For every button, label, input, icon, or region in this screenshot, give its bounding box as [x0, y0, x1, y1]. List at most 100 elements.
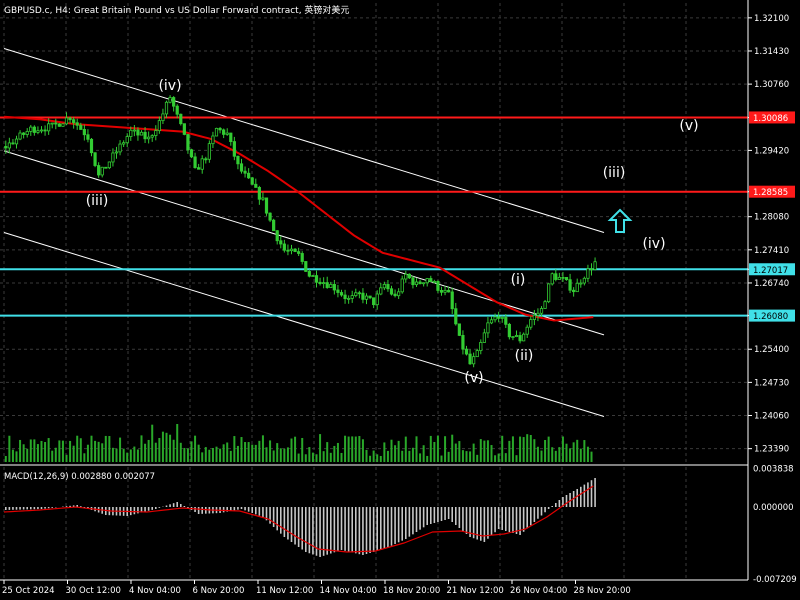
candle-body: [4, 146, 8, 149]
candle-body: [561, 276, 565, 279]
candle-body: [264, 197, 269, 214]
candle-body: [14, 138, 19, 145]
candle-body: [439, 290, 444, 293]
candle-body: [43, 129, 47, 132]
candle-body: [361, 292, 365, 300]
candle-body: [204, 158, 208, 161]
macd-axis: 0.003838 0.000000 -0.007209: [753, 465, 797, 585]
price-axis: 1.32100 1.31430 1.30760 1.30086 1.29420 1.285…: [748, 14, 795, 455]
wave-label: (iv): [158, 78, 181, 94]
candle-body: [11, 142, 15, 145]
macd-tick-label: -0.007209: [753, 575, 797, 585]
candle-body: [225, 132, 229, 135]
time-tick-label: 30 Oct 12:00: [66, 586, 121, 596]
candle-body: [229, 132, 233, 142]
candle-body: [450, 291, 454, 310]
price-tick-label: 1.26740: [754, 279, 789, 289]
candle-body: [389, 288, 394, 295]
channel-line: [3, 150, 605, 336]
candle-body: [275, 230, 279, 242]
price-tick-label: 1.24060: [754, 412, 789, 422]
macd-signal-line: [3, 485, 594, 553]
candle-body: [125, 136, 129, 144]
candle-body: [189, 149, 194, 158]
candle-body: [136, 129, 140, 136]
time-tick-label: 6 Nov 20:00: [193, 586, 245, 596]
candle-body: [339, 292, 344, 296]
candle-body: [207, 143, 211, 160]
candle-body: [279, 240, 283, 245]
candle-body: [404, 273, 408, 280]
candle-body: [261, 197, 265, 200]
wave-label: (v): [464, 370, 483, 386]
candle-body: [543, 301, 547, 309]
price-tick-label: 1.30760: [754, 80, 789, 90]
candle-body: [379, 287, 383, 295]
candle-body: [447, 289, 451, 293]
time-tick-label: 25 Oct 2024: [2, 586, 55, 596]
candle-body: [222, 129, 226, 135]
time-tick-label: 14 Nov 04:00: [320, 586, 377, 596]
time-tick-label: 4 Nov 04:00: [129, 586, 181, 596]
candle-body: [364, 295, 369, 300]
candle-body: [122, 142, 126, 145]
horizontal-levels[interactable]: [0, 116, 748, 317]
candle-body: [25, 131, 29, 135]
trend-channels[interactable]: [3, 48, 605, 417]
candle-body: [268, 212, 272, 221]
candle-body: [422, 282, 426, 285]
candle-body: [54, 122, 58, 125]
candle-body: [218, 127, 222, 131]
macd-panel: [3, 478, 596, 557]
candle-body: [418, 281, 422, 285]
candle-body: [514, 335, 519, 337]
macd-tick-label: 0.000000: [753, 503, 794, 513]
candle-body: [586, 268, 590, 279]
candle-body: [164, 101, 169, 115]
channel-line: [3, 232, 605, 417]
candle-body: [22, 132, 26, 135]
candle-body: [407, 273, 411, 279]
candle-body: [7, 142, 11, 149]
candle-body: [289, 248, 294, 252]
candle-body: [314, 275, 319, 283]
candle-body: [200, 158, 204, 170]
candle-body: [486, 322, 490, 334]
channel-line: [3, 48, 605, 233]
candle-body: [50, 122, 54, 125]
moving-average: [3, 115, 594, 322]
macd-tick-label: 0.003838: [753, 465, 794, 475]
candle-body: [475, 350, 479, 358]
candle-body: [336, 289, 340, 293]
candle-body: [489, 319, 494, 324]
candle-body: [350, 295, 354, 299]
candle-body: [457, 323, 461, 336]
candle-body: [168, 97, 172, 103]
candle-body: [197, 167, 201, 170]
candle-body: [443, 289, 447, 293]
candle-body: [118, 143, 122, 153]
candle-body: [297, 251, 301, 254]
wave-label: (iii): [86, 193, 109, 209]
candle-body: [393, 293, 397, 297]
price-tick-label: 1.28585: [753, 188, 788, 198]
time-tick-label: 26 Nov 04:00: [510, 586, 567, 596]
time-axis: 25 Oct 2024 30 Oct 12:00 4 Nov 04:00 6 Nov …: [2, 580, 631, 596]
candle-body: [61, 123, 65, 127]
price-tick-label: 1.32100: [754, 14, 789, 24]
candle-body: [464, 348, 469, 355]
candle-body: [232, 141, 236, 157]
candle-body: [304, 261, 308, 272]
candle-body: [129, 129, 133, 137]
candle-body: [111, 152, 115, 163]
candle-body: [468, 353, 472, 365]
candle-body: [497, 316, 501, 319]
time-tick-label: 18 Nov 20:00: [383, 586, 440, 596]
candle-body: [500, 317, 504, 319]
candle-body: [250, 177, 254, 185]
candle-body: [307, 271, 311, 277]
price-tick-label: 1.27410: [754, 246, 789, 256]
candle-body: [400, 278, 404, 293]
